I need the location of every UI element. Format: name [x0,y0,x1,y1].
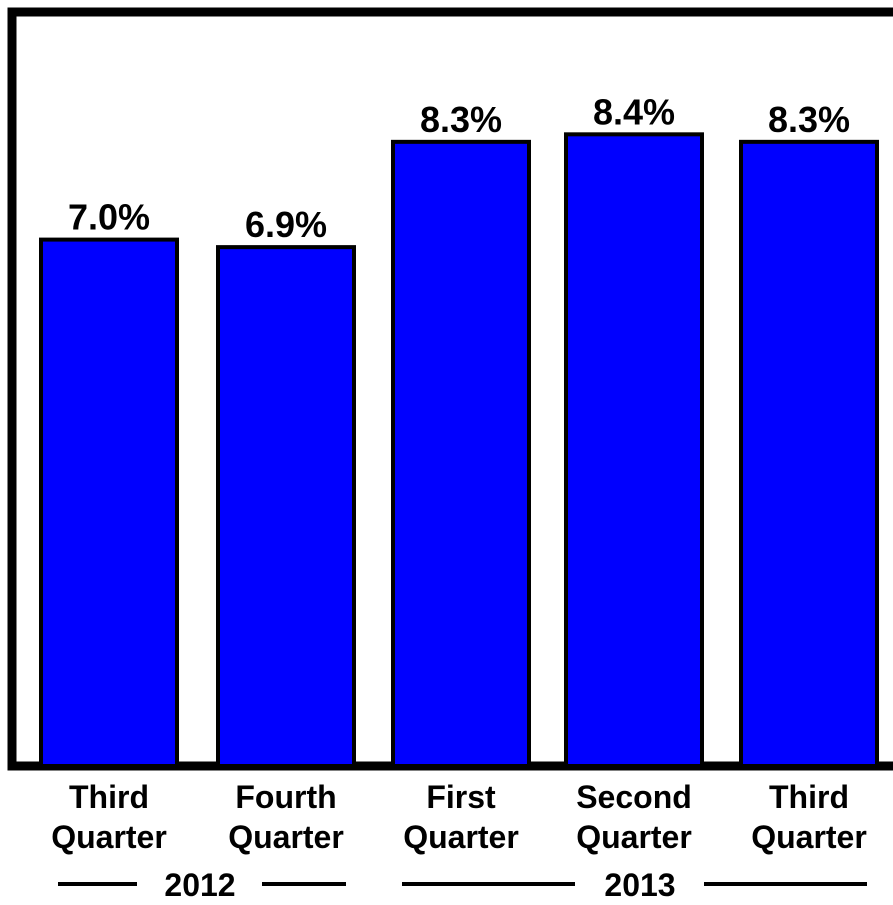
bar-2 [391,139,531,768]
value-label-4: 8.3% [768,99,850,140]
x-tick-label-3-0: Second [576,779,692,815]
bar-4 [739,139,879,768]
x-tick-labels: Third Quarter Fourth Quarter First Quarter Sec… [51,779,867,855]
x-tick-label-1-0: Fourth [235,779,336,815]
value-labels: 7.0% 6.9% 8.3% 8.4% 8.3% [68,91,850,245]
bars [39,132,879,769]
x-tick-label-0-0: Third [69,779,149,815]
x-tick-label-0-1: Quarter [51,819,167,855]
x-tick-label-4-0: Third [769,779,849,815]
year-groups: 2012 2013 [58,867,867,903]
bar-0 [39,237,179,769]
x-tick-label-4-1: Quarter [751,819,867,855]
x-tick-label-2-0: First [426,779,496,815]
group-label-0: 2012 [164,867,235,903]
bar-3 [564,132,704,768]
value-label-3: 8.4% [593,91,675,132]
x-tick-label-1-1: Quarter [228,819,344,855]
x-tick-label-3-1: Quarter [576,819,692,855]
value-label-2: 8.3% [420,99,502,140]
group-label-1: 2013 [604,867,675,903]
x-tick-label-2-1: Quarter [403,819,519,855]
bar-1 [216,245,356,768]
value-label-0: 7.0% [68,197,150,238]
value-label-1: 6.9% [245,204,327,245]
